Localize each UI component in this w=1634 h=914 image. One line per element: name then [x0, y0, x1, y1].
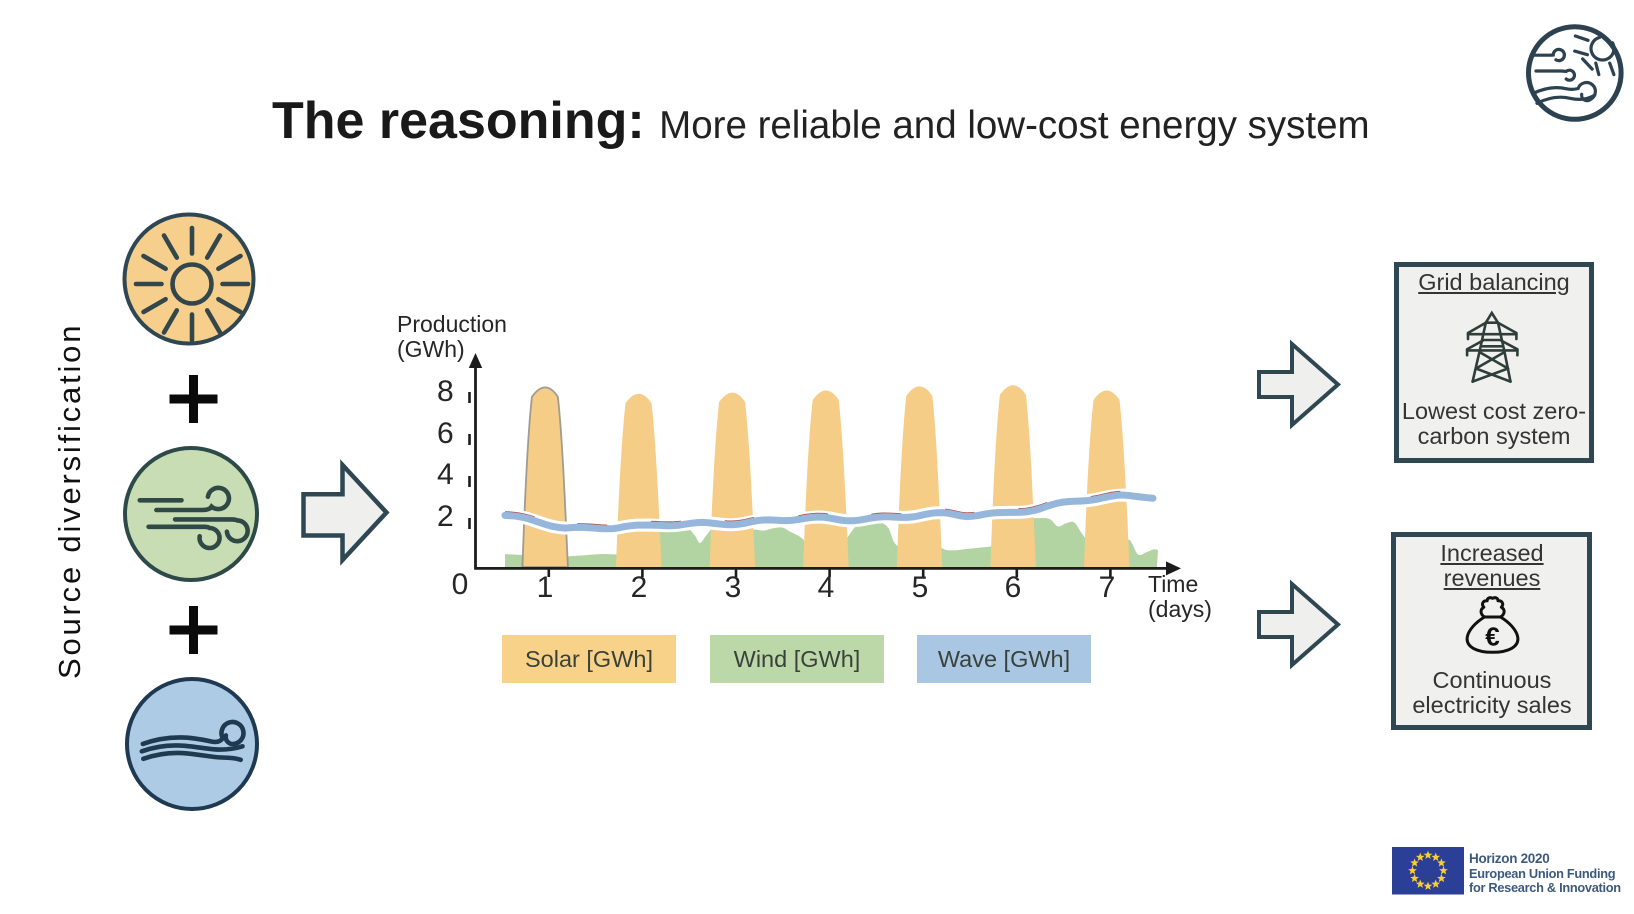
svg-text:€: € — [1485, 622, 1499, 652]
